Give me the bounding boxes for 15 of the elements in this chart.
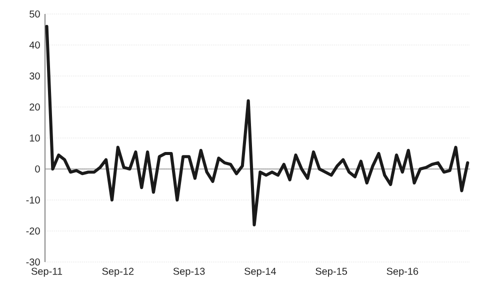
x-tick-label: Sep-11 xyxy=(31,268,62,277)
x-tick-label: Sep-13 xyxy=(173,268,205,277)
y-tick-label: 50 xyxy=(30,10,40,18)
y-tick-label: -30 xyxy=(26,258,40,266)
y-tick-label: 10 xyxy=(30,134,40,142)
y-tick-label: -10 xyxy=(26,196,40,204)
y-tick-label: 20 xyxy=(30,103,40,111)
x-tick-label: Sep-15 xyxy=(316,268,347,277)
x-tick-label: Sep-12 xyxy=(102,268,134,277)
y-tick-label: 30 xyxy=(30,72,40,80)
x-tick-label: Sep-16 xyxy=(386,268,418,277)
y-tick-label: -20 xyxy=(26,227,40,235)
y-tick-label: 0 xyxy=(35,165,40,173)
x-tick-label: Sep-14 xyxy=(244,268,276,277)
y-tick-label: 40 xyxy=(29,41,40,49)
